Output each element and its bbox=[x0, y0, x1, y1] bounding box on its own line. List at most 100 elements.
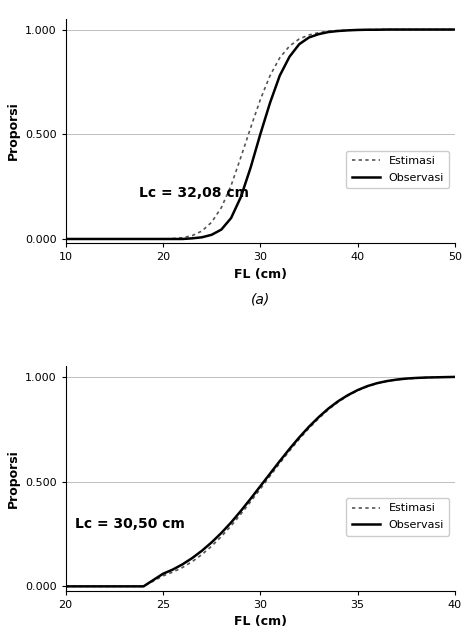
Estimasi bbox=[384, 25, 390, 33]
Observasi bbox=[277, 457, 283, 465]
Observasi bbox=[442, 25, 448, 33]
Observasi bbox=[228, 214, 234, 222]
Observasi bbox=[432, 25, 438, 33]
Observasi bbox=[63, 235, 68, 243]
Estimasi bbox=[403, 25, 409, 33]
Observasi bbox=[248, 164, 253, 171]
Observasi bbox=[374, 379, 380, 387]
Observasi bbox=[199, 234, 204, 241]
Estimasi bbox=[189, 232, 195, 239]
Estimasi bbox=[432, 25, 438, 33]
Estimasi bbox=[423, 25, 429, 33]
Observasi bbox=[452, 373, 458, 381]
Estimasi bbox=[296, 35, 302, 43]
Estimasi bbox=[355, 26, 360, 34]
Text: Lc = 32,08 cm: Lc = 32,08 cm bbox=[139, 186, 249, 200]
Observasi bbox=[452, 25, 458, 33]
Estimasi bbox=[257, 96, 263, 104]
Estimasi bbox=[180, 564, 185, 572]
Observasi bbox=[287, 53, 292, 60]
X-axis label: FL (cm): FL (cm) bbox=[234, 615, 287, 628]
Observasi bbox=[257, 483, 263, 490]
Observasi bbox=[403, 25, 409, 33]
Observasi bbox=[394, 25, 400, 33]
Observasi bbox=[102, 582, 107, 590]
Estimasi bbox=[413, 25, 419, 33]
Estimasi bbox=[189, 558, 195, 565]
Y-axis label: Proporsi: Proporsi bbox=[7, 102, 19, 161]
Observasi bbox=[160, 235, 166, 243]
Estimasi bbox=[238, 154, 244, 161]
Observasi bbox=[257, 130, 263, 138]
Observasi bbox=[287, 445, 292, 453]
Estimasi bbox=[442, 25, 448, 33]
Estimasi bbox=[180, 234, 185, 241]
Observasi bbox=[335, 27, 341, 35]
Estimasi bbox=[423, 374, 429, 382]
Estimasi bbox=[267, 472, 273, 480]
Observasi bbox=[296, 41, 302, 48]
Observasi bbox=[364, 26, 370, 34]
Estimasi bbox=[306, 31, 312, 39]
Y-axis label: Proporsi: Proporsi bbox=[7, 449, 19, 508]
Text: (a): (a) bbox=[250, 293, 270, 307]
Estimasi bbox=[394, 376, 400, 384]
Estimasi bbox=[325, 406, 331, 413]
Estimasi bbox=[287, 43, 292, 50]
Estimasi bbox=[374, 380, 380, 387]
Observasi bbox=[83, 582, 88, 590]
Estimasi bbox=[374, 25, 380, 33]
Estimasi bbox=[199, 227, 204, 235]
Line: Estimasi: Estimasi bbox=[66, 377, 455, 586]
Estimasi bbox=[228, 182, 234, 189]
Observasi bbox=[121, 582, 127, 590]
Observasi bbox=[141, 582, 146, 590]
Observasi bbox=[374, 26, 380, 34]
Estimasi bbox=[83, 582, 88, 590]
Estimasi bbox=[306, 424, 312, 432]
Estimasi bbox=[209, 218, 214, 226]
X-axis label: FL (cm): FL (cm) bbox=[234, 268, 287, 281]
Observasi bbox=[209, 538, 214, 546]
Estimasi bbox=[238, 511, 244, 518]
Observasi bbox=[306, 423, 312, 431]
Estimasi bbox=[267, 72, 273, 79]
Observasi bbox=[442, 373, 448, 381]
Observasi bbox=[403, 375, 409, 382]
Line: Observasi: Observasi bbox=[66, 29, 455, 239]
Observasi bbox=[151, 235, 156, 243]
Observasi bbox=[384, 25, 390, 33]
Observasi bbox=[325, 404, 331, 412]
Estimasi bbox=[287, 447, 292, 455]
Estimasi bbox=[160, 235, 166, 243]
Observasi bbox=[306, 34, 312, 41]
Observasi bbox=[170, 566, 175, 573]
Estimasi bbox=[160, 572, 166, 580]
Estimasi bbox=[141, 582, 146, 590]
Estimasi bbox=[102, 582, 107, 590]
Observasi bbox=[180, 561, 185, 568]
Estimasi bbox=[403, 375, 409, 383]
Observasi bbox=[160, 570, 166, 578]
Observasi bbox=[189, 554, 195, 562]
Estimasi bbox=[364, 383, 370, 391]
Estimasi bbox=[355, 387, 360, 394]
Estimasi bbox=[63, 235, 68, 243]
Observasi bbox=[277, 72, 282, 79]
Estimasi bbox=[452, 373, 458, 381]
Observasi bbox=[394, 376, 400, 384]
Observasi bbox=[355, 26, 360, 34]
Text: Lc = 30,50 cm: Lc = 30,50 cm bbox=[76, 516, 185, 530]
Estimasi bbox=[335, 398, 341, 406]
Estimasi bbox=[413, 375, 419, 382]
Observasi bbox=[63, 582, 68, 590]
Legend: Estimasi, Observasi: Estimasi, Observasi bbox=[346, 498, 449, 536]
Observasi bbox=[364, 382, 370, 390]
Observasi bbox=[413, 25, 419, 33]
Observasi bbox=[248, 495, 253, 503]
Observasi bbox=[180, 235, 185, 243]
Observasi bbox=[345, 27, 351, 34]
Observasi bbox=[423, 374, 429, 382]
Observasi bbox=[325, 28, 331, 36]
Observasi bbox=[267, 99, 273, 107]
